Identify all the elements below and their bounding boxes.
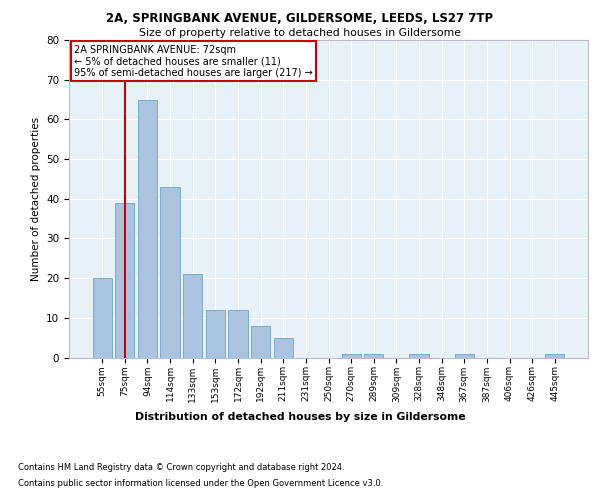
Bar bbox=[115, 202, 134, 358]
Bar bbox=[455, 354, 474, 358]
Text: 2A SPRINGBANK AVENUE: 72sqm
← 5% of detached houses are smaller (11)
95% of semi: 2A SPRINGBANK AVENUE: 72sqm ← 5% of deta… bbox=[74, 45, 313, 78]
Bar bbox=[138, 100, 157, 358]
Text: Contains HM Land Registry data © Crown copyright and database right 2024.: Contains HM Land Registry data © Crown c… bbox=[18, 462, 344, 471]
Text: 2A, SPRINGBANK AVENUE, GILDERSOME, LEEDS, LS27 7TP: 2A, SPRINGBANK AVENUE, GILDERSOME, LEEDS… bbox=[106, 12, 494, 26]
Text: Contains public sector information licensed under the Open Government Licence v3: Contains public sector information licen… bbox=[18, 479, 383, 488]
Bar bbox=[92, 278, 112, 357]
Bar bbox=[545, 354, 565, 358]
Bar bbox=[341, 354, 361, 358]
Bar bbox=[183, 274, 202, 357]
Bar bbox=[206, 310, 225, 358]
Y-axis label: Number of detached properties: Number of detached properties bbox=[31, 116, 41, 281]
Bar bbox=[364, 354, 383, 358]
Bar bbox=[229, 310, 248, 358]
Bar bbox=[160, 187, 180, 358]
Bar bbox=[251, 326, 270, 358]
Bar bbox=[409, 354, 428, 358]
Text: Size of property relative to detached houses in Gildersome: Size of property relative to detached ho… bbox=[139, 28, 461, 38]
Bar bbox=[274, 338, 293, 357]
Text: Distribution of detached houses by size in Gildersome: Distribution of detached houses by size … bbox=[134, 412, 466, 422]
